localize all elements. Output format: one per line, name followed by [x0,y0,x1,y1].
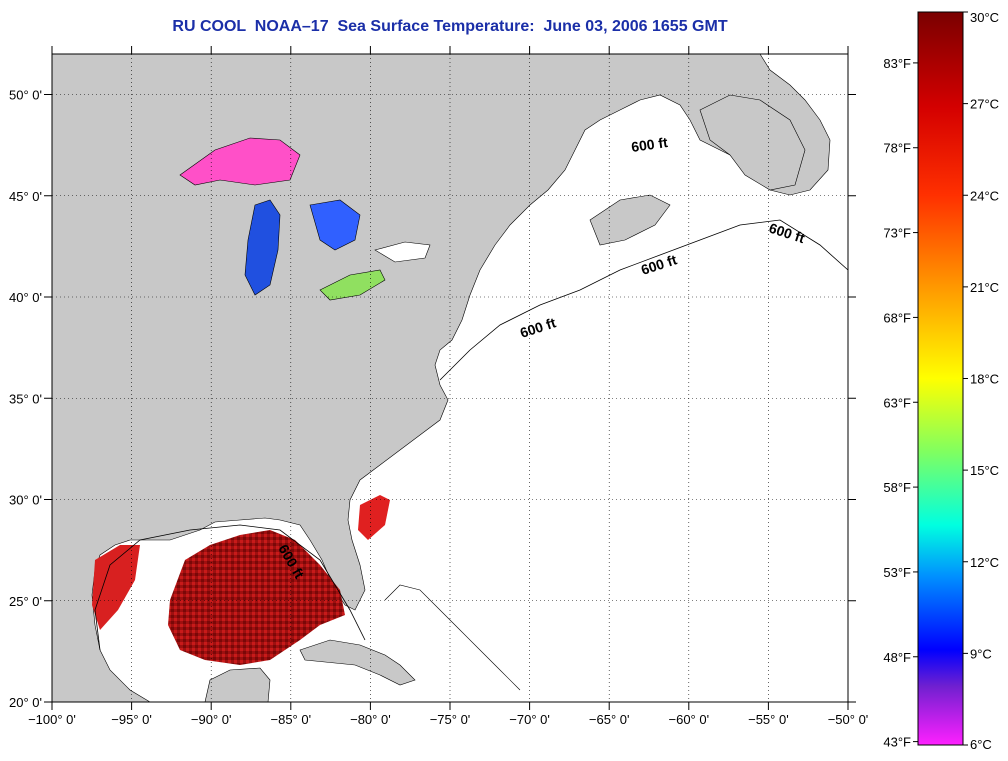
lon-tick-label: −95° 0' [111,712,152,727]
colorbar-c-label: 30°C [970,10,999,25]
lat-tick-label: 25° 0' [9,594,42,609]
lake-erie [319,269,386,301]
contour-label-north: 600 ft [630,134,669,155]
lake-ontario [374,241,431,263]
lon-tick-label: −60° 0' [669,712,710,727]
colorbar-f-label: 43°F [883,735,911,750]
colorbar-f-label: 53°F [883,565,911,580]
colorbar-f-label: 58°F [883,480,911,495]
isobath-600ft [439,219,848,381]
lake-michigan [244,199,281,296]
lat-tick-label: 45° 0' [9,189,42,204]
colorbar-c-label: 15°C [970,463,999,478]
colorbar-c-label: 18°C [970,372,999,387]
colorbar-f-label: 68°F [883,310,911,325]
lon-tick-label: −70° 0' [509,712,550,727]
lat-tick-label: 40° 0' [9,290,42,305]
land-nova-scotia [589,194,671,246]
axis-ticks [44,46,856,710]
longitude-labels: −100° 0' −95° 0' −90° 0' −85° 0' −80° 0' −75°… [28,712,868,727]
lon-tick-label: −50° 0' [828,712,869,727]
colorbar-ticks: 30°C 27°C 24°C 21°C 18°C 15°C 12°C 9°C 6°C 83°F 78… [883,10,999,752]
isobath-600ft-gulf [94,524,366,651]
gulf-sst-swath [168,530,345,665]
latitude-labels: 20° 0' 25° 0' 30° 0' 35° 0' 40° 0' 45° 0' 50° … [9,88,42,711]
land-yucatan [204,667,271,702]
map-title: RU COOL NOAA–17 Sea Surface Temperature:… [172,18,728,35]
colorbar-f-label: 83°F [883,56,911,71]
graticule [52,54,848,702]
colorbar-f-label: 63°F [883,395,911,410]
lon-tick-label: −65° 0' [589,712,630,727]
lon-tick-label: −75° 0' [430,712,471,727]
florida-east-sst [358,495,390,540]
colorbar-c-label: 12°C [970,555,999,570]
lon-tick-label: −80° 0' [350,712,391,727]
lon-tick-label: −55° 0' [748,712,789,727]
colorbar-f-label: 48°F [883,650,911,665]
colorbar-c-label: 24°C [970,188,999,203]
lake-superior [179,137,301,186]
texas-coast-sst [92,545,140,630]
colorbar-c-label: 27°C [970,97,999,112]
lon-tick-label: −85° 0' [271,712,312,727]
lat-tick-label: 50° 0' [9,88,42,103]
colorbar-f-label: 73°F [883,226,911,241]
land-newfoundland [699,94,806,191]
lon-tick-label: −100° 0' [28,712,76,727]
colorbar-c-label: 21°C [970,280,999,295]
lon-tick-label: −90° 0' [191,712,232,727]
lake-huron [309,199,361,251]
colorbar-f-label: 78°F [883,141,911,156]
bahamas [384,584,521,691]
land-cuba [299,639,416,686]
lat-tick-label: 35° 0' [9,391,42,406]
lat-tick-label: 30° 0' [9,493,42,508]
colorbar-c-label: 9°C [970,646,992,661]
lat-tick-label: 20° 0' [9,695,42,710]
colorbar-c-label: 6°C [970,737,992,752]
colorbar [917,11,964,746]
